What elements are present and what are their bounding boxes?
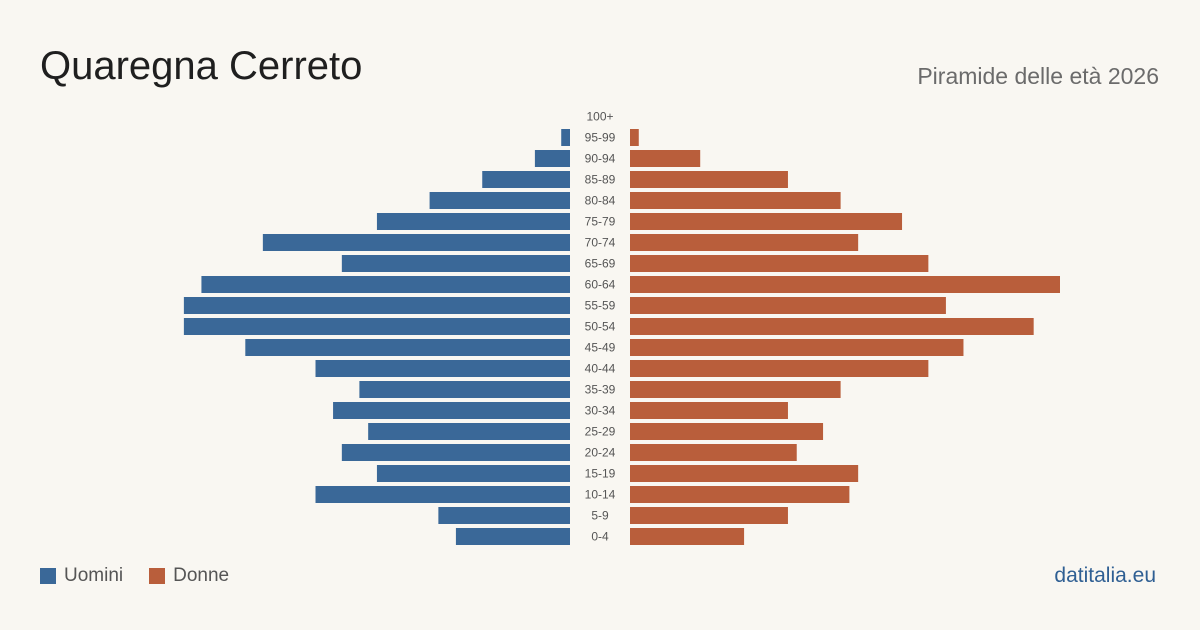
- age-label-30-34: 30-34: [585, 404, 616, 418]
- bar-women-20-24: [630, 444, 797, 461]
- age-label-50-54: 50-54: [585, 320, 616, 334]
- legend-swatch-men: [40, 568, 56, 584]
- bar-women-85-89: [630, 171, 788, 188]
- age-label-45-49: 45-49: [585, 341, 616, 355]
- bar-women-45-49: [630, 339, 964, 356]
- chart-subtitle: Piramide delle età 2026: [917, 63, 1159, 89]
- brand-link[interactable]: datitalia.eu: [1054, 564, 1156, 587]
- bar-men-30-34: [333, 402, 570, 419]
- legend-item-women: Donne: [149, 565, 229, 587]
- legend-label-men: Uomini: [64, 565, 124, 586]
- age-label-85-89: 85-89: [585, 173, 616, 187]
- bar-women-30-34: [630, 402, 788, 419]
- bar-men-25-29: [368, 423, 570, 440]
- bar-women-10-14: [630, 486, 850, 503]
- age-label-25-29: 25-29: [585, 425, 616, 439]
- legend-label-women: Donne: [173, 565, 230, 586]
- legend: Uomini Donne: [40, 565, 255, 587]
- age-label-40-44: 40-44: [585, 362, 616, 376]
- bar-women-25-29: [630, 423, 824, 440]
- bar-women-80-84: [630, 192, 841, 209]
- bar-men-80-84: [429, 192, 570, 209]
- bar-women-55-59: [630, 297, 946, 314]
- bar-men-5-9: [438, 507, 570, 524]
- age-label-60-64: 60-64: [585, 278, 616, 292]
- bar-women-95-99: [630, 129, 639, 146]
- bar-men-15-19: [376, 465, 570, 482]
- bar-men-10-14: [315, 486, 570, 503]
- bar-women-0-4: [630, 528, 745, 545]
- age-label-10-14: 10-14: [585, 488, 616, 502]
- bar-men-50-54: [183, 318, 570, 335]
- bar-women-5-9: [630, 507, 788, 524]
- bar-men-90-94: [534, 150, 570, 167]
- bar-men-20-24: [341, 444, 570, 461]
- bar-men-75-79: [376, 213, 570, 230]
- age-label-80-84: 80-84: [585, 194, 616, 208]
- bar-women-90-94: [630, 150, 701, 167]
- age-label-35-39: 35-39: [585, 383, 616, 397]
- bar-women-60-64: [630, 276, 1060, 293]
- bar-women-70-74: [630, 234, 859, 251]
- bar-women-65-69: [630, 255, 929, 272]
- bar-men-60-64: [201, 276, 570, 293]
- age-label-100plus: 100+: [586, 110, 613, 124]
- bar-men-85-89: [482, 171, 570, 188]
- age-label-0-4: 0-4: [591, 530, 609, 544]
- bar-women-35-39: [630, 381, 841, 398]
- bar-men-0-4: [455, 528, 570, 545]
- age-label-55-59: 55-59: [585, 299, 616, 313]
- bar-women-50-54: [630, 318, 1034, 335]
- bar-women-15-19: [630, 465, 859, 482]
- page-title: Quaregna Cerreto: [40, 44, 363, 88]
- bar-men-95-99: [561, 129, 570, 146]
- age-label-90-94: 90-94: [585, 152, 616, 166]
- age-label-20-24: 20-24: [585, 446, 616, 460]
- bar-men-55-59: [183, 297, 570, 314]
- bar-women-75-79: [630, 213, 903, 230]
- age-label-5-9: 5-9: [591, 509, 609, 523]
- bar-men-35-39: [359, 381, 570, 398]
- legend-swatch-women: [149, 568, 166, 584]
- age-label-95-99: 95-99: [585, 131, 616, 145]
- legend-item-men: Uomini: [40, 565, 123, 587]
- age-label-15-19: 15-19: [585, 467, 616, 481]
- bar-men-65-69: [341, 255, 570, 272]
- bar-men-45-49: [245, 339, 570, 356]
- bar-men-70-74: [262, 234, 570, 251]
- bar-men-40-44: [315, 360, 570, 377]
- bar-women-40-44: [630, 360, 929, 377]
- age-label-65-69: 65-69: [585, 257, 616, 271]
- age-label-70-74: 70-74: [585, 236, 616, 250]
- age-label-75-79: 75-79: [585, 215, 616, 229]
